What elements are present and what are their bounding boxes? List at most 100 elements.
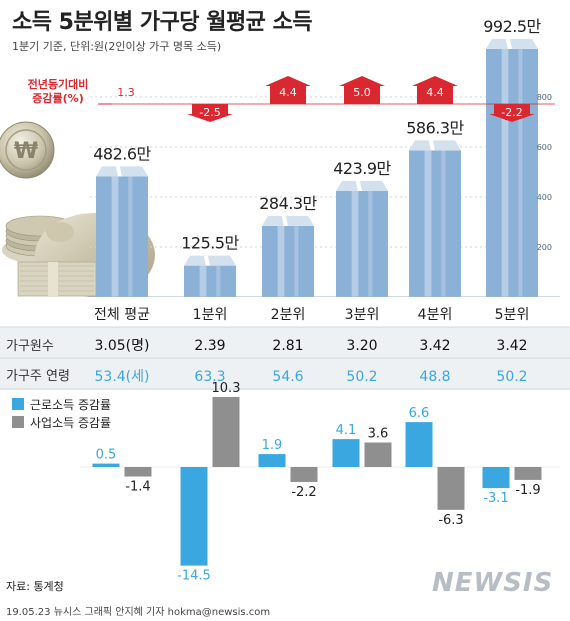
income-bar-top — [184, 255, 236, 266]
down-arrow-icon — [489, 104, 535, 122]
income-bar — [486, 48, 538, 297]
household-size-value: 2.81 — [272, 338, 303, 354]
yoy-value-label: -2.5 — [199, 106, 220, 119]
labor-growth-label: -14.5 — [177, 569, 211, 584]
legend-label-business: 사업소득 증감률 — [30, 416, 111, 430]
coin-rim-icon — [5, 129, 47, 171]
business-growth-label: -1.9 — [515, 483, 540, 498]
income-bar-highlight — [441, 150, 446, 297]
income-bar-top-stripe — [505, 38, 512, 49]
income-bar-highlight — [294, 225, 299, 297]
income-bar-top-stripe — [115, 166, 122, 177]
income-bar-top — [262, 215, 314, 226]
income-bars: 482.6만 125.5만 284.3만 423.9만 586.3만 992.5만 — [88, 17, 560, 298]
business-growth-bar — [124, 467, 152, 477]
income-value-label: 423.9만 — [333, 159, 391, 178]
head-age-value: 54.6 — [272, 369, 303, 385]
business-growth-label: -1.4 — [125, 480, 150, 495]
piggy-snout-icon — [46, 222, 74, 242]
legend-swatch-labor — [12, 398, 24, 410]
business-growth-bar — [212, 396, 240, 467]
labor-growth-bar — [405, 422, 433, 467]
head-age-value: 50.2 — [496, 369, 527, 385]
income-bar-highlight — [128, 176, 133, 297]
income-bar-top-stripe — [281, 215, 288, 226]
legend-label-labor: 근로소득 증감률 — [30, 398, 111, 412]
legend-swatch-business — [12, 416, 24, 428]
household-size-value: 3.05(명) — [95, 338, 150, 354]
income-value-label: 125.5만 — [181, 234, 239, 253]
labor-growth-bar — [482, 467, 510, 489]
business-growth-label: -6.3 — [438, 513, 463, 528]
head-age-value: 48.8 — [419, 369, 450, 385]
page-subtitle: 1분기 기준, 단위:원(2인이상 가구 명목 소득) — [12, 40, 222, 53]
business-growth-bar — [437, 467, 465, 510]
head-age-value: 63.3 — [194, 369, 225, 385]
household-size-value: 3.42 — [419, 338, 450, 354]
household-size-value: 2.39 — [194, 338, 225, 354]
income-value-label: 284.3만 — [259, 194, 317, 213]
labor-growth-bar — [332, 439, 360, 467]
income-bar-top — [96, 166, 148, 177]
y-tick-label: 800 — [537, 93, 552, 102]
yoy-value-label: 4.4 — [426, 86, 444, 99]
income-value-label: 992.5만 — [483, 17, 541, 36]
income-bar — [336, 191, 388, 297]
labor-growth-label: -3.1 — [483, 491, 508, 506]
income-bar-highlight — [216, 265, 221, 297]
up-arrow-icon — [265, 76, 311, 104]
income-bar-top-stripe — [355, 181, 362, 192]
labor-growth-bar — [180, 467, 208, 566]
business-growth-bar — [514, 467, 542, 480]
head-age-value: 50.2 — [346, 369, 377, 385]
y-tick-label: 600 — [537, 143, 552, 152]
labor-growth-bar — [258, 454, 286, 467]
credit-line: 19.05.23 뉴시스 그래픽 안지혜 기자 hokma@newsis.com — [6, 607, 271, 618]
income-bar-top — [336, 181, 388, 192]
y-tick-label: 200 — [537, 243, 552, 252]
income-value-label: 482.6만 — [93, 144, 151, 163]
income-bar — [96, 176, 148, 297]
up-arrow-icon — [412, 76, 458, 104]
page-title: 소득 5분위별 가구당 월평균 소득 — [12, 10, 313, 35]
labor-growth-bar — [92, 463, 120, 467]
income-bar-highlight — [368, 191, 373, 297]
down-arrow-icon — [187, 104, 233, 122]
income-value-label: 586.3만 — [406, 118, 464, 137]
income-bar-highlight — [199, 265, 207, 297]
head-age-value: 53.4(세) — [95, 369, 150, 385]
y-tick-label: 400 — [537, 193, 552, 202]
y-axis: 200 400 600 800 — [537, 93, 552, 252]
row-label-head-age: 가구주 연령 — [6, 369, 70, 384]
business-growth-label: -2.2 — [291, 485, 316, 500]
labor-growth-label: 0.5 — [96, 448, 117, 463]
group-header: 2분위 — [271, 307, 306, 323]
business-growth-label: 10.3 — [212, 381, 241, 396]
labor-growth-label: 1.9 — [262, 438, 283, 453]
income-bar-highlight — [501, 48, 509, 297]
yoy-legend-title: 전년동기대비 — [28, 77, 89, 91]
income-bar — [184, 265, 236, 297]
income-bar-highlight — [518, 48, 523, 297]
group-header: 전체 평균 — [94, 307, 150, 323]
income-bar — [409, 150, 461, 297]
yoy-value-label: 4.4 — [279, 86, 297, 99]
business-growth-label: 3.6 — [368, 427, 389, 442]
yoy-value-label: -2.2 — [501, 106, 522, 119]
household-size-value: 3.42 — [496, 338, 527, 354]
income-bar-top — [409, 140, 461, 151]
money-band-icon — [48, 262, 58, 296]
income-bar-highlight — [351, 191, 359, 297]
income-bar-top — [486, 38, 538, 49]
labor-growth-label: 4.1 — [336, 423, 357, 438]
yoy-value-label: 1.3 — [117, 86, 135, 99]
income-bar-top-stripe — [203, 255, 210, 266]
group-header: 3분위 — [345, 307, 380, 323]
group-header: 5분위 — [495, 307, 530, 323]
household-size-value: 3.20 — [346, 338, 377, 354]
income-bar-top-stripe — [428, 140, 435, 151]
yoy-value-label: 5.0 — [353, 86, 371, 99]
business-growth-bar — [290, 467, 318, 482]
